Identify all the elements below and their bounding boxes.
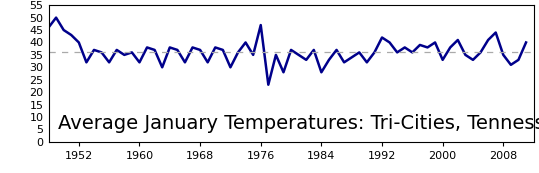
Text: Average January Temperatures: Tri-Cities, Tennessee: Average January Temperatures: Tri-Cities… bbox=[58, 114, 539, 133]
